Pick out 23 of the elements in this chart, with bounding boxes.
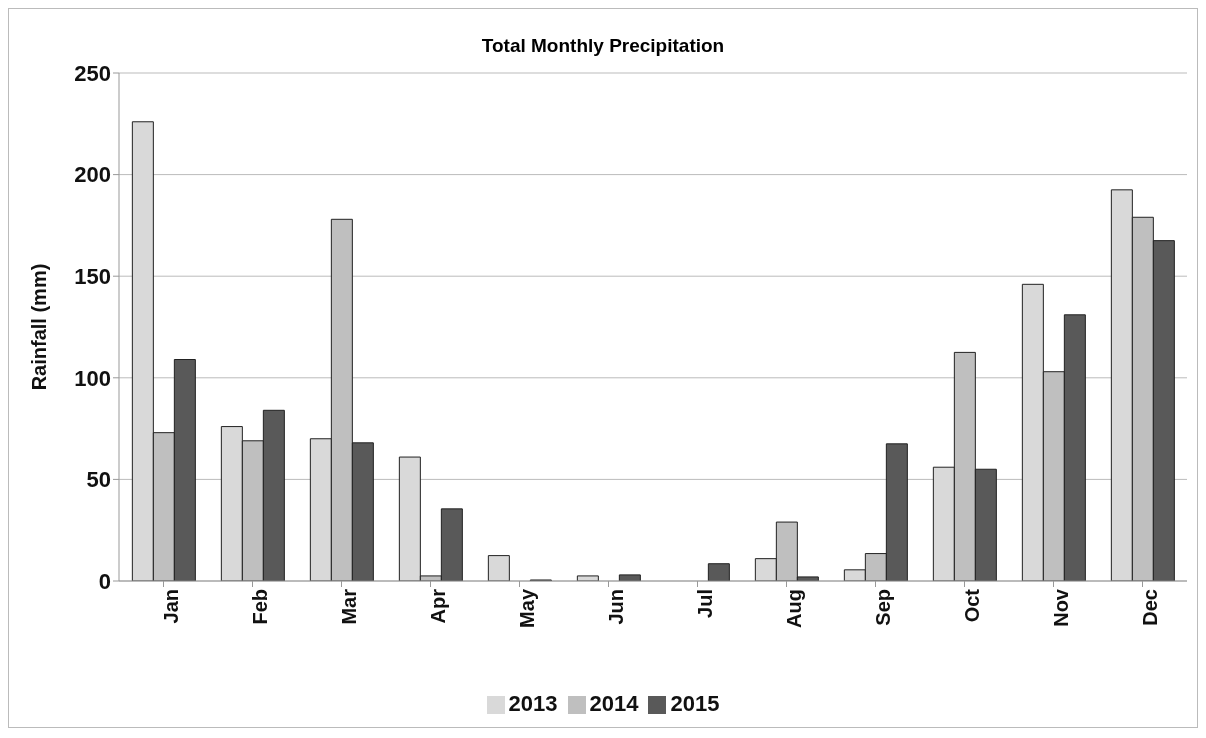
y-tick-label: 150 — [74, 264, 111, 290]
x-tick-label: Sep — [871, 589, 894, 626]
y-tick-label: 100 — [74, 365, 111, 391]
y-tick-label: 50 — [86, 467, 111, 493]
x-tick-label: Aug — [782, 589, 805, 628]
y-tick-label: 0 — [98, 568, 111, 594]
x-tick-label: Feb — [248, 589, 271, 625]
x-tick-label: Apr — [426, 588, 449, 624]
y-axis-title: Rainfall (mm) — [28, 263, 51, 391]
x-tick-label: Mar — [337, 588, 360, 625]
x-tick-label: Jun — [604, 589, 627, 625]
x-tick-label: Oct — [960, 588, 983, 623]
x-tick-label: Nov — [1049, 588, 1072, 627]
x-tick-label: Dec — [1138, 589, 1161, 626]
x-tick-label: Jan — [159, 589, 182, 624]
x-tick-label: May — [515, 588, 538, 628]
legend-label: 2013 — [508, 691, 558, 716]
y-tick-label: 200 — [74, 162, 111, 188]
chart-title: Total Monthly Precipitation — [481, 35, 725, 56]
legend-label: 2015 — [670, 691, 720, 716]
x-tick-label: Jul — [693, 589, 716, 618]
y-tick-label: 250 — [74, 60, 111, 86]
legend-label: 2014 — [589, 691, 639, 716]
